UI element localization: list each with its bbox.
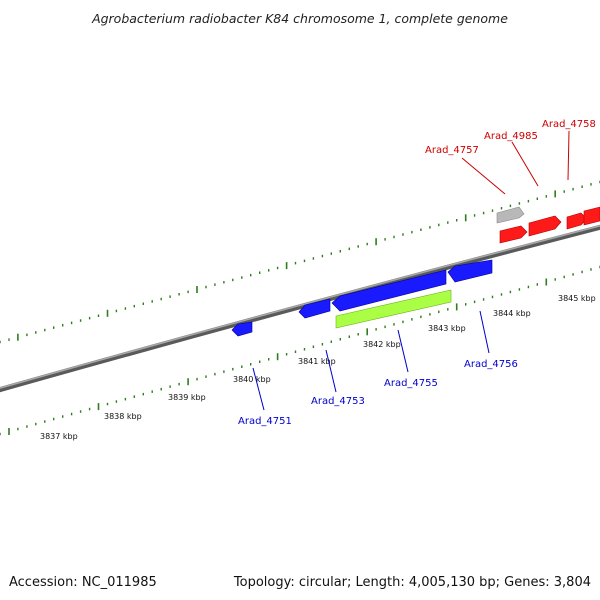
gene-label-arad-4756[interactable]: Arad_4756 — [464, 359, 518, 370]
tick-label: 3840 kbp — [233, 375, 271, 384]
leader-arad-4751 — [252, 367, 265, 411]
tick-label: 3844 kbp — [493, 309, 531, 318]
gene-arad-4755[interactable] — [331, 269, 447, 312]
map-title: Agrobacterium radiobacter K84 chromosome… — [91, 11, 508, 26]
forward-gene-track — [496, 206, 600, 244]
reverse-gene-track — [231, 259, 493, 337]
lower-tick-track: 3837 kbp 3838 kbp 3839 kbp 3840 kbp 3841 kbp… — [0, 265, 600, 441]
gene-label-arad-4757[interactable]: Arad_4757 — [425, 145, 479, 156]
gene-arad-4758-a[interactable] — [528, 215, 562, 237]
accession-text: Accession: NC_011985 — [9, 575, 157, 590]
gene-label-arad-4755[interactable]: Arad_4755 — [384, 378, 438, 389]
leader-arad-4758 — [567, 130, 570, 181]
gene-arad-4757[interactable] — [499, 225, 528, 244]
leader-arad-4755 — [397, 329, 409, 373]
leader-arad-4756 — [479, 310, 490, 354]
leader-arad-4753 — [325, 349, 337, 393]
upper-tick-track — [0, 180, 600, 344]
gene-label-arad-4758[interactable]: Arad_4758 — [542, 119, 596, 130]
tick-label: 3843 kbp — [428, 324, 466, 333]
leader-arad-4757 — [461, 157, 506, 195]
tick-label: 3837 kbp — [40, 432, 78, 441]
tick-label: 3839 kbp — [168, 393, 206, 402]
gene-arad-4756[interactable] — [447, 259, 493, 283]
gene-other[interactable] — [335, 289, 452, 329]
gene-arad-4751[interactable] — [231, 321, 253, 337]
gene-label-arad-4985[interactable]: Arad_4985 — [484, 131, 538, 142]
tick-label: 3842 kbp — [363, 340, 401, 349]
tick-label: 3845 kbp — [558, 294, 596, 303]
gene-label-arad-4751[interactable]: Arad_4751 — [238, 416, 292, 427]
gene-label-arad-4753[interactable]: Arad_4753 — [311, 396, 365, 407]
gene-arad-4753[interactable] — [298, 298, 331, 319]
tick-label: 3841 kbp — [298, 357, 336, 366]
leader-arad-4985 — [511, 141, 539, 187]
chromosome-backbone — [0, 224, 600, 393]
label-leader-lines — [252, 130, 570, 411]
tick-label: 3838 kbp — [104, 412, 142, 421]
gene-arad-4985[interactable] — [496, 206, 525, 224]
genome-summary-text: Topology: circular; Length: 4,005,130 bp… — [233, 575, 591, 590]
gene-labels: Arad_4757 Arad_4985 Arad_4758 Arad_4751 … — [238, 119, 596, 427]
gene-forward-edge[interactable] — [583, 206, 600, 226]
